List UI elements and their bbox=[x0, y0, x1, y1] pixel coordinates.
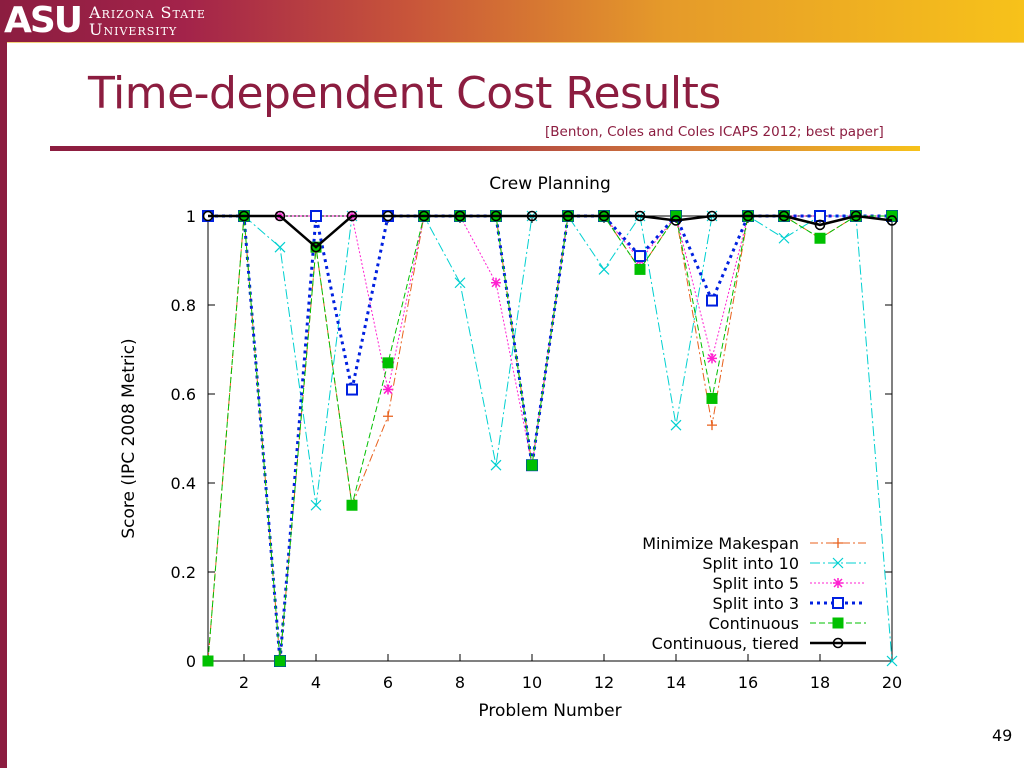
data-point bbox=[707, 420, 717, 431]
data-point bbox=[238, 210, 250, 222]
legend-label: Continuous bbox=[709, 614, 799, 633]
x-tick-label: 2 bbox=[239, 673, 249, 692]
x-tick-label: 8 bbox=[455, 673, 465, 692]
data-point bbox=[454, 210, 466, 222]
legend-marker bbox=[832, 637, 844, 649]
legend-label: Continuous, tiered bbox=[652, 634, 799, 653]
y-tick-label: 0 bbox=[186, 652, 196, 671]
data-point bbox=[814, 219, 826, 231]
data-point bbox=[634, 250, 646, 263]
legend-marker bbox=[832, 557, 844, 569]
data-point bbox=[490, 210, 502, 222]
logo-mark: ASU bbox=[4, 0, 83, 41]
data-point bbox=[850, 210, 862, 222]
logo-line-1: Arizona State bbox=[89, 3, 206, 22]
data-point bbox=[274, 655, 286, 667]
data-point bbox=[202, 210, 214, 222]
x-tick-label: 14 bbox=[666, 673, 686, 692]
data-point bbox=[418, 210, 430, 222]
y-tick-label: 0.2 bbox=[171, 563, 196, 582]
data-point bbox=[346, 499, 358, 511]
data-point bbox=[670, 419, 682, 431]
data-point bbox=[346, 210, 358, 222]
data-point bbox=[598, 263, 610, 275]
data-point bbox=[634, 210, 646, 222]
data-point bbox=[382, 357, 394, 369]
y-axis-label: Score (IPC 2008 Metric) bbox=[119, 338, 139, 538]
data-point bbox=[707, 353, 717, 364]
data-point bbox=[742, 210, 754, 222]
data-point bbox=[634, 263, 646, 275]
x-tick-label: 18 bbox=[810, 673, 830, 692]
y-tick-label: 0.6 bbox=[171, 385, 196, 404]
legend-label: Split into 3 bbox=[713, 594, 799, 613]
page-number: 49 bbox=[992, 726, 1013, 745]
data-point bbox=[526, 459, 538, 471]
series-line bbox=[208, 214, 893, 662]
asu-logo: ASU Arizona State University bbox=[4, 2, 206, 40]
left-accent-bar bbox=[0, 42, 7, 768]
data-point bbox=[814, 210, 826, 222]
data-point bbox=[598, 210, 610, 222]
data-point bbox=[491, 277, 501, 288]
data-point bbox=[346, 383, 358, 396]
header-bar: ASU Arizona State University bbox=[0, 0, 1024, 43]
data-point bbox=[670, 215, 682, 226]
legend-label: Minimize Makespan bbox=[642, 534, 799, 553]
legend-label: Split into 5 bbox=[713, 574, 799, 593]
data-point bbox=[778, 232, 790, 244]
x-tick-label: 20 bbox=[882, 673, 902, 692]
x-tick-label: 16 bbox=[738, 673, 758, 692]
citation: [Benton, Coles and Coles ICAPS 2012; bes… bbox=[545, 124, 884, 140]
logo-line-2: University bbox=[89, 20, 178, 39]
x-axis-label: Problem Number bbox=[478, 701, 621, 721]
data-point bbox=[382, 210, 394, 222]
y-tick-label: 0.4 bbox=[171, 474, 196, 493]
chart-title: Crew Planning bbox=[489, 174, 610, 194]
data-point bbox=[310, 241, 322, 253]
data-point bbox=[274, 210, 286, 222]
data-point bbox=[706, 294, 718, 307]
data-point bbox=[310, 499, 322, 511]
legend-marker bbox=[832, 597, 844, 609]
legend-marker bbox=[833, 578, 843, 588]
data-point bbox=[490, 459, 502, 471]
data-point bbox=[886, 655, 898, 667]
legend-label: Split into 10 bbox=[702, 554, 799, 573]
data-point bbox=[706, 210, 718, 222]
y-tick-label: 0.8 bbox=[171, 296, 196, 315]
x-tick-label: 12 bbox=[594, 673, 614, 692]
data-point bbox=[274, 241, 286, 253]
data-point bbox=[383, 411, 393, 422]
legend-marker bbox=[833, 538, 843, 548]
data-point bbox=[778, 210, 790, 222]
data-point bbox=[310, 210, 322, 222]
x-tick-label: 6 bbox=[383, 673, 393, 692]
series-continuous-tiered bbox=[202, 210, 898, 253]
slide-title: Time-dependent Cost Results bbox=[88, 68, 721, 119]
data-point bbox=[526, 210, 538, 222]
data-point bbox=[562, 210, 574, 222]
data-point bbox=[202, 655, 214, 667]
logo-wordmark: Arizona State University bbox=[89, 4, 206, 38]
data-point bbox=[886, 215, 898, 226]
data-point bbox=[383, 384, 393, 395]
data-point bbox=[454, 277, 466, 289]
x-tick-label: 4 bbox=[311, 673, 321, 692]
legend-marker bbox=[832, 617, 844, 629]
data-point bbox=[814, 232, 826, 244]
title-divider bbox=[50, 146, 920, 151]
x-tick-label: 10 bbox=[522, 673, 542, 692]
data-point bbox=[706, 392, 718, 404]
series-line bbox=[208, 214, 893, 249]
y-tick-label: 1 bbox=[186, 207, 196, 226]
